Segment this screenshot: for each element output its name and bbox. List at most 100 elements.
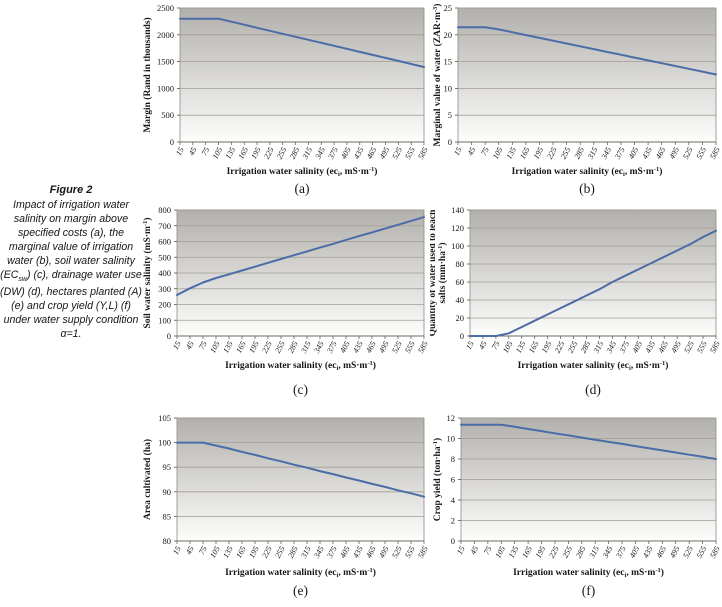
x-tick-label: 315 <box>587 545 601 561</box>
x-tick-label: 75 <box>197 340 209 351</box>
y-tick-label: 20 <box>444 30 453 40</box>
x-tick-label: 195 <box>249 146 263 161</box>
x-tick-label: 165 <box>236 146 250 161</box>
y-tick-label: 12 <box>447 413 456 423</box>
chart-b: 0 5 10 15 20 25 15 45 75 105 135 165 195 225 255 285 315… <box>430 0 722 200</box>
y-axis-title: Crop yield (ton·ha-1) <box>432 438 443 521</box>
x-tick-label: 195 <box>532 146 546 161</box>
x-tick-label: 75 <box>200 146 212 157</box>
chart-c-svg: 0 100 200 300 400 500 600 700 800 15 45 75 105 135 165… <box>142 205 430 397</box>
y-tick-label: 1500 <box>157 57 174 67</box>
x-tick-label: 585 <box>708 340 722 355</box>
x-tick-label: 585 <box>708 545 722 560</box>
chart-a-svg: 0 500 1000 1500 2000 2500 15 45 75 105 135 165 195 22… <box>142 3 430 196</box>
y-tick-label: 0 <box>451 536 455 546</box>
y-tick-label: 0 <box>170 137 174 147</box>
x-tick-label: 105 <box>493 545 507 560</box>
x-tick-label: 45 <box>477 340 489 351</box>
chart-c: 0 100 200 300 400 500 600 700 800 15 45 75 105 135 165… <box>140 200 430 405</box>
y-tick-label: 120 <box>451 223 464 233</box>
y-tick-label: 90 <box>163 487 172 497</box>
x-tick-label: 285 <box>288 146 302 161</box>
x-tick-label: 525 <box>681 146 695 161</box>
x-tick-label: 375 <box>614 545 628 561</box>
data-line-series <box>176 216 425 296</box>
x-tick-label: 465 <box>654 146 668 161</box>
x-tick-label: 315 <box>299 340 313 356</box>
y-tick-label: 200 <box>158 300 171 310</box>
x-tick-label: 45 <box>184 340 196 351</box>
y-tick-label: 400 <box>158 268 171 278</box>
x-tick-label: 465 <box>364 340 378 355</box>
x-tick-label: 375 <box>325 340 339 356</box>
y-tick-label: 8 <box>451 454 455 464</box>
x-tick-label: 105 <box>208 340 222 355</box>
x-tick-label: 435 <box>352 146 366 161</box>
x-tick-label: 75 <box>490 340 502 351</box>
chart-d: 0 20 40 60 80 100 120 140 15 45 75 105 135 165 195 225 2… <box>428 200 722 405</box>
caption-subscript-sw: sw <box>18 276 27 284</box>
x-tick-label: 105 <box>211 146 225 161</box>
x-tick-label: 585 <box>708 146 722 161</box>
x-tick-label: 435 <box>351 340 365 355</box>
x-tick-label: 75 <box>197 545 209 556</box>
x-tick-label: 405 <box>631 340 645 355</box>
y-tick-label: 80 <box>163 536 172 546</box>
x-tick-label: 255 <box>275 146 289 161</box>
x-tick-label: 225 <box>553 340 567 355</box>
x-tick-label: 555 <box>695 340 709 355</box>
x-tick-label: 255 <box>559 146 573 161</box>
chart-sublabel: (c) <box>293 382 308 397</box>
x-tick-label: 225 <box>260 545 274 560</box>
x-tick-label: 465 <box>656 340 670 355</box>
data-line-series <box>460 423 717 460</box>
x-tick-label: 255 <box>273 545 287 560</box>
y-axis-title: Soil water salinity (mS·m-1) <box>142 217 153 328</box>
x-tick-label: 75 <box>479 146 491 157</box>
y-tick-label: 2 <box>451 516 455 526</box>
y-tick-label: 100 <box>451 241 464 251</box>
x-tick-label: 285 <box>286 340 300 355</box>
x-tick-label: 375 <box>617 340 631 356</box>
x-tick-label: 555 <box>695 545 709 560</box>
x-tick-label: 405 <box>338 545 352 560</box>
y-tick-label: 4 <box>451 495 456 505</box>
x-tick-label: 465 <box>364 545 378 560</box>
x-tick-label: 225 <box>262 146 276 161</box>
x-tick-label: 435 <box>643 340 657 355</box>
y-tick-label: 15 <box>444 57 453 67</box>
y-tick-label: 300 <box>158 284 171 294</box>
x-tick-label: 165 <box>518 146 532 161</box>
x-tick-label: 555 <box>695 146 709 161</box>
y-tick-label: 100 <box>158 438 171 448</box>
x-tick-label: 465 <box>655 545 669 560</box>
x-tick-label: 405 <box>339 146 353 161</box>
data-line-series <box>469 229 717 337</box>
x-tick-label: 525 <box>390 340 404 355</box>
x-tick-label: 345 <box>312 545 326 561</box>
x-tick-label: 45 <box>187 146 199 157</box>
y-axis-title: Margin (Rand in thousands) <box>142 17 153 132</box>
x-tick-label: 135 <box>224 146 238 161</box>
x-tick-label: 495 <box>667 146 681 161</box>
x-tick-label: 135 <box>505 146 519 161</box>
x-tick-label: 465 <box>365 146 379 161</box>
y-tick-label: 1000 <box>157 83 174 93</box>
x-tick-label: 405 <box>628 545 642 560</box>
x-tick-label: 165 <box>520 545 534 560</box>
x-tick-label: 15 <box>464 340 476 351</box>
y-axis-title: Area cultivated (ha) <box>142 439 153 520</box>
x-tick-label: 435 <box>351 545 365 560</box>
x-tick-label: 285 <box>574 545 588 560</box>
x-tick-label: 525 <box>391 146 405 161</box>
x-tick-label: 315 <box>586 146 600 162</box>
x-tick-label: 375 <box>325 545 339 561</box>
chart-a: 0 500 1000 1500 2000 2500 15 45 75 105 135 165 195 22… <box>140 0 430 200</box>
x-tick-label: 315 <box>300 146 314 162</box>
x-tick-label: 405 <box>338 340 352 355</box>
x-tick-label: 15 <box>171 340 183 351</box>
x-tick-label: 495 <box>668 545 682 560</box>
x-tick-label: 285 <box>572 146 586 161</box>
figure-caption: Figure 2 Impact of irrigation water sali… <box>0 184 142 341</box>
